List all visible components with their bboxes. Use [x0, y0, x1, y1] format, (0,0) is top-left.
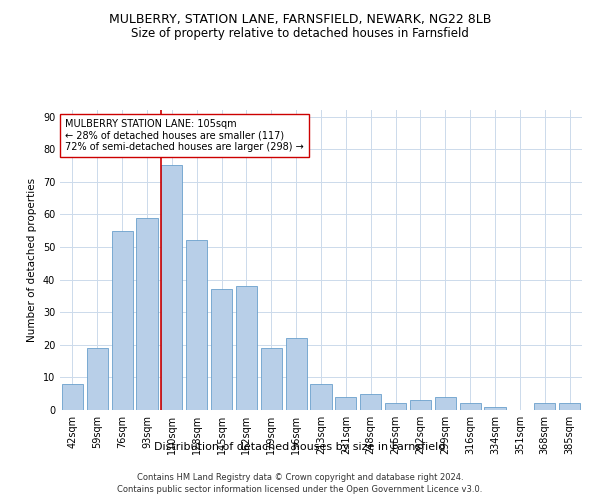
Bar	[161, 166, 182, 410]
Bar	[186, 240, 207, 410]
Bar	[112, 230, 133, 410]
Bar	[410, 400, 431, 410]
Text: MULBERRY, STATION LANE, FARNSFIELD, NEWARK, NG22 8LB: MULBERRY, STATION LANE, FARNSFIELD, NEWA…	[109, 12, 491, 26]
Text: Size of property relative to detached houses in Farnsfield: Size of property relative to detached ho…	[131, 28, 469, 40]
Bar	[335, 397, 356, 410]
Text: MULBERRY STATION LANE: 105sqm
← 28% of detached houses are smaller (117)
72% of : MULBERRY STATION LANE: 105sqm ← 28% of d…	[65, 119, 304, 152]
Bar	[236, 286, 257, 410]
Bar	[211, 290, 232, 410]
Bar	[385, 404, 406, 410]
Bar	[559, 404, 580, 410]
Bar	[435, 397, 456, 410]
Bar	[360, 394, 381, 410]
Bar	[484, 406, 506, 410]
Bar	[136, 218, 158, 410]
Bar	[310, 384, 332, 410]
Bar	[87, 348, 108, 410]
Bar	[534, 404, 555, 410]
Bar	[286, 338, 307, 410]
Y-axis label: Number of detached properties: Number of detached properties	[27, 178, 37, 342]
Text: Contains HM Land Registry data © Crown copyright and database right 2024.
Contai: Contains HM Land Registry data © Crown c…	[118, 472, 482, 494]
Bar	[261, 348, 282, 410]
Bar	[460, 404, 481, 410]
Text: Distribution of detached houses by size in Farnsfield: Distribution of detached houses by size …	[154, 442, 446, 452]
Bar	[62, 384, 83, 410]
